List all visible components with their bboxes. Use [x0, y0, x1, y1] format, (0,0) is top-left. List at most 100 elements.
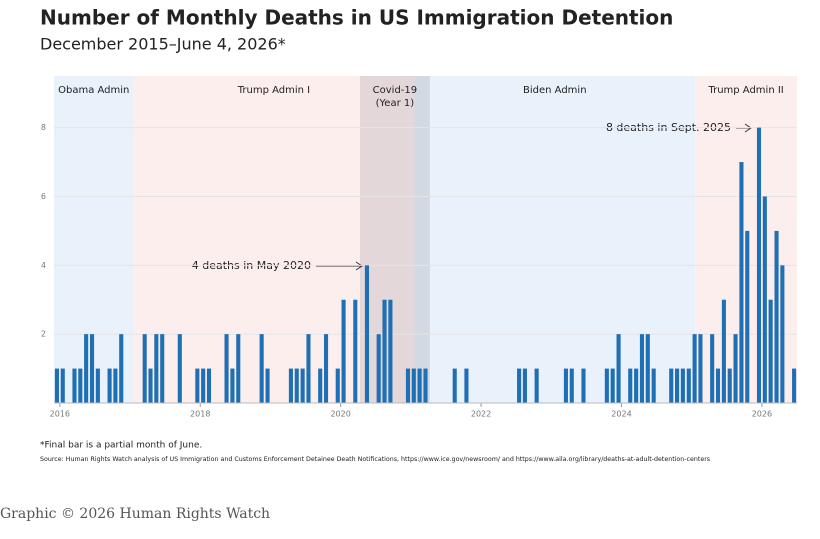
bar	[206, 368, 212, 403]
bar	[201, 368, 206, 403]
x-tick-label: 2020	[330, 410, 350, 419]
bar	[452, 368, 457, 403]
x-tick-label: 2024	[611, 410, 631, 419]
bar	[569, 368, 574, 403]
bar	[651, 368, 656, 403]
bar	[417, 368, 422, 403]
bar	[160, 334, 165, 403]
bar	[686, 368, 691, 403]
bar	[300, 368, 305, 403]
bar	[680, 368, 685, 403]
bar	[692, 334, 697, 403]
bar	[288, 368, 293, 403]
source: Source: Human Rights Watch analysis of U…	[40, 456, 710, 463]
bar	[95, 368, 100, 403]
y-tick-label: 8	[41, 123, 46, 132]
y-tick-label: 4	[41, 261, 46, 270]
bar	[405, 368, 411, 403]
y-tick-label: 2	[41, 330, 46, 339]
bar	[780, 265, 785, 403]
x-tick-label: 2022	[471, 410, 491, 419]
bar	[733, 334, 738, 403]
bar	[698, 334, 703, 403]
period-band	[359, 76, 430, 403]
bar	[628, 368, 633, 403]
bar	[54, 368, 59, 403]
x-tick-label: 2016	[50, 410, 70, 419]
bar	[745, 230, 750, 403]
bar	[411, 368, 416, 403]
bar	[78, 368, 83, 403]
bar	[522, 368, 527, 403]
credit: Graphic © 2026 Human Rights Watch	[0, 506, 270, 522]
bar	[616, 334, 621, 403]
bar	[581, 368, 586, 403]
bar	[148, 368, 153, 403]
bar	[604, 368, 609, 403]
period-layer	[54, 76, 797, 403]
x-tick-label: 2026	[752, 410, 772, 419]
bar	[177, 334, 182, 403]
chart-subtitle: December 2015–June 4, 2026*	[40, 35, 286, 54]
bar	[634, 368, 639, 403]
period-label: (Year 1)	[376, 98, 415, 109]
bar	[382, 299, 387, 403]
bar	[294, 368, 299, 403]
period-label: Trump Admin I	[237, 85, 310, 96]
bar	[113, 368, 118, 403]
bar	[119, 334, 124, 403]
bar	[610, 368, 615, 403]
bar	[645, 334, 650, 403]
bar	[72, 368, 77, 403]
bar	[89, 334, 95, 403]
bar	[376, 334, 381, 403]
bar	[768, 299, 773, 403]
bar	[236, 334, 241, 403]
bar	[341, 299, 346, 403]
bar	[265, 368, 270, 403]
bar	[721, 299, 726, 403]
bar	[364, 265, 370, 403]
bar	[792, 368, 797, 403]
y-tick-label: 6	[41, 192, 46, 201]
period-label: Biden Admin	[523, 85, 587, 96]
bar	[353, 299, 358, 403]
bar	[84, 334, 89, 403]
period-label: Covid-19	[373, 85, 417, 96]
footnote: *Final bar is a partial month of June.	[40, 441, 202, 451]
bar	[756, 127, 762, 403]
bar	[318, 368, 323, 403]
bar	[224, 334, 229, 403]
bar	[534, 368, 539, 403]
bar	[107, 368, 112, 403]
x-tick-label: 2018	[190, 410, 210, 419]
bar	[464, 368, 469, 403]
bar	[388, 299, 393, 403]
bar	[675, 368, 680, 403]
bar	[739, 162, 744, 403]
bar	[639, 334, 645, 403]
period-label: Obama Admin	[58, 85, 129, 96]
arrow-head	[355, 261, 363, 271]
bar	[142, 334, 147, 403]
bar	[195, 368, 200, 403]
bar	[323, 334, 329, 403]
bar	[774, 230, 779, 403]
bar	[710, 334, 715, 403]
bar	[154, 334, 159, 403]
bar	[423, 368, 428, 403]
bar	[60, 368, 65, 403]
bar	[517, 368, 522, 403]
bar	[669, 368, 674, 403]
period-label: Trump Admin II	[707, 85, 783, 96]
bar	[230, 368, 235, 403]
bar	[762, 196, 767, 403]
bar	[335, 368, 340, 403]
bar	[727, 368, 732, 403]
bar	[563, 368, 568, 403]
chart-title: Number of Monthly Deaths in US Immigrati…	[40, 6, 673, 30]
bar	[715, 368, 721, 403]
bar	[259, 334, 264, 403]
bar	[306, 334, 311, 403]
